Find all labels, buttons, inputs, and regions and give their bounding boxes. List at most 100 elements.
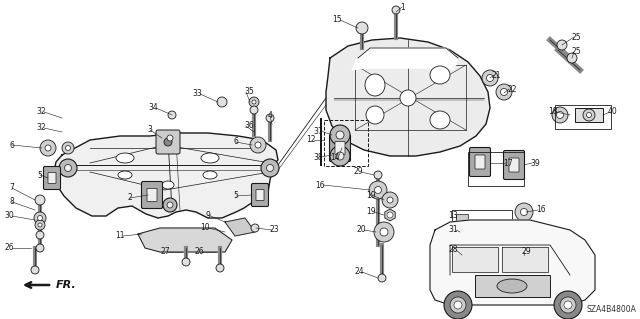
Circle shape <box>450 297 466 313</box>
Circle shape <box>552 107 568 123</box>
Ellipse shape <box>162 181 174 189</box>
Circle shape <box>182 258 190 266</box>
Text: 25: 25 <box>572 33 582 41</box>
Text: 21: 21 <box>492 70 502 79</box>
Circle shape <box>36 244 44 252</box>
Text: 23: 23 <box>270 226 280 234</box>
FancyBboxPatch shape <box>509 158 519 172</box>
Circle shape <box>557 40 567 50</box>
FancyBboxPatch shape <box>147 189 157 202</box>
Text: 15: 15 <box>332 16 342 25</box>
Text: 38: 38 <box>314 152 323 161</box>
Text: 13: 13 <box>449 211 458 220</box>
Text: 5: 5 <box>233 191 238 201</box>
Circle shape <box>251 224 259 232</box>
Circle shape <box>515 203 533 221</box>
Text: 37: 37 <box>313 127 323 136</box>
Circle shape <box>378 274 386 282</box>
Text: 17: 17 <box>503 159 513 167</box>
Circle shape <box>31 266 39 274</box>
Text: 24: 24 <box>355 268 364 277</box>
Text: 5: 5 <box>37 170 42 180</box>
Circle shape <box>250 106 258 114</box>
Circle shape <box>380 228 388 236</box>
Text: 12: 12 <box>307 136 316 145</box>
Bar <box>555 105 611 129</box>
Circle shape <box>38 223 42 227</box>
Circle shape <box>382 192 398 208</box>
Circle shape <box>336 152 344 160</box>
Circle shape <box>163 198 177 212</box>
FancyBboxPatch shape <box>330 135 351 161</box>
Circle shape <box>167 135 173 141</box>
Text: 6: 6 <box>9 140 14 150</box>
Text: 19: 19 <box>366 207 376 217</box>
Ellipse shape <box>430 66 450 84</box>
FancyBboxPatch shape <box>44 167 61 189</box>
Ellipse shape <box>162 144 174 152</box>
Circle shape <box>387 212 393 218</box>
Text: 19: 19 <box>366 191 376 201</box>
Ellipse shape <box>454 227 470 237</box>
Text: 36: 36 <box>244 122 253 130</box>
FancyBboxPatch shape <box>470 147 490 176</box>
Ellipse shape <box>430 111 450 129</box>
Circle shape <box>374 171 382 179</box>
Circle shape <box>167 202 173 208</box>
Circle shape <box>387 197 393 203</box>
Circle shape <box>59 159 77 177</box>
Bar <box>456 214 468 224</box>
Text: 32: 32 <box>36 108 46 116</box>
Text: 40: 40 <box>608 108 618 116</box>
Text: SZA4B4800A: SZA4B4800A <box>586 305 636 314</box>
Text: FR.: FR. <box>56 280 77 290</box>
Text: 1: 1 <box>400 3 404 11</box>
Bar <box>575 108 603 122</box>
Text: 35: 35 <box>244 87 253 97</box>
Text: 29: 29 <box>522 248 532 256</box>
Circle shape <box>496 84 512 100</box>
Circle shape <box>40 140 56 156</box>
Ellipse shape <box>116 153 134 163</box>
Text: 32: 32 <box>36 123 46 132</box>
Circle shape <box>35 220 45 230</box>
FancyBboxPatch shape <box>504 151 525 180</box>
Circle shape <box>255 142 261 148</box>
Ellipse shape <box>366 106 384 124</box>
FancyBboxPatch shape <box>156 130 180 154</box>
Circle shape <box>164 138 172 146</box>
Text: 34: 34 <box>148 103 158 113</box>
Polygon shape <box>326 38 490 156</box>
Circle shape <box>266 165 273 172</box>
Bar <box>452 210 512 264</box>
Circle shape <box>486 75 493 81</box>
Polygon shape <box>385 209 395 221</box>
Circle shape <box>330 125 350 145</box>
Circle shape <box>36 231 44 239</box>
Ellipse shape <box>497 279 527 293</box>
Circle shape <box>336 131 344 139</box>
Circle shape <box>586 113 591 117</box>
Text: 16: 16 <box>316 181 325 189</box>
Circle shape <box>35 195 45 205</box>
Circle shape <box>444 291 472 319</box>
Polygon shape <box>225 218 255 236</box>
Text: 9: 9 <box>205 211 210 219</box>
Circle shape <box>45 145 51 151</box>
Text: 28: 28 <box>449 246 458 255</box>
Circle shape <box>252 100 256 104</box>
Ellipse shape <box>201 153 219 163</box>
Text: 22: 22 <box>507 85 516 93</box>
Polygon shape <box>430 220 595 305</box>
FancyBboxPatch shape <box>335 142 345 154</box>
Text: 8: 8 <box>9 197 14 206</box>
Text: 16: 16 <box>536 205 546 214</box>
Polygon shape <box>452 247 498 272</box>
Text: 20: 20 <box>356 226 366 234</box>
Polygon shape <box>502 247 548 272</box>
Bar <box>475 275 550 297</box>
FancyBboxPatch shape <box>48 173 56 183</box>
Text: 7: 7 <box>9 183 14 192</box>
Circle shape <box>374 187 381 194</box>
Ellipse shape <box>203 171 217 179</box>
